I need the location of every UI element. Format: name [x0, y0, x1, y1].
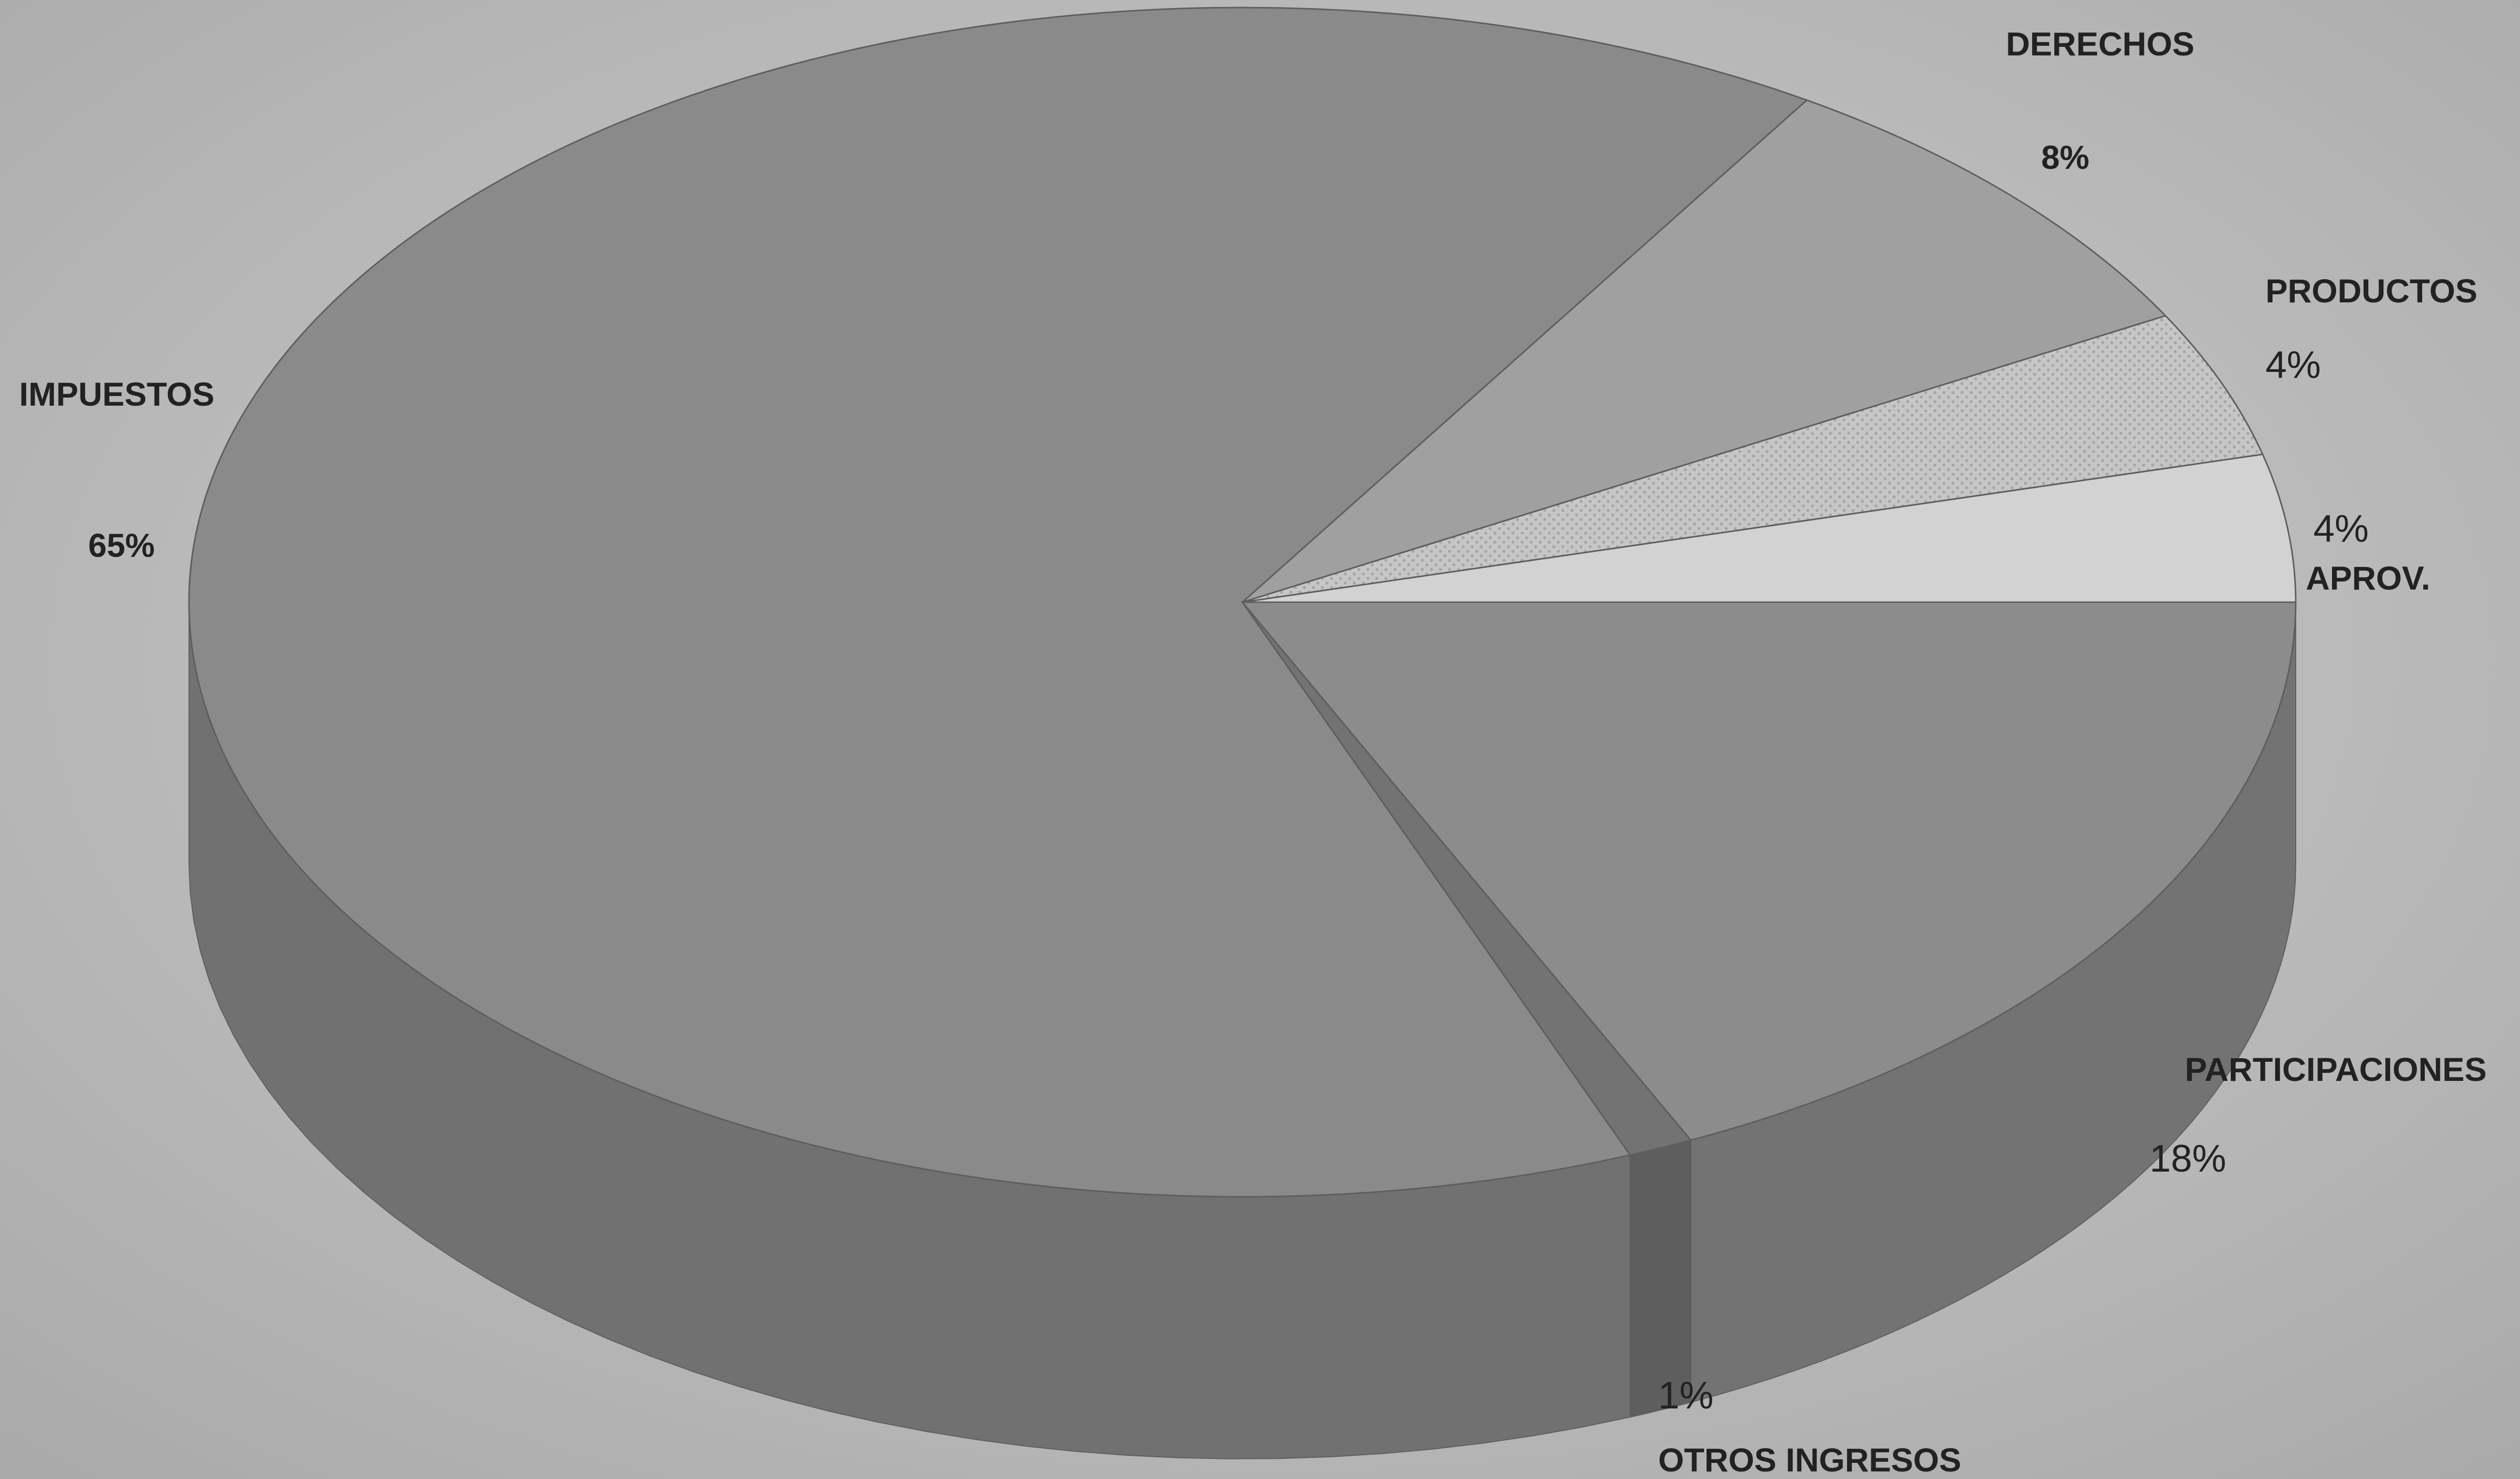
pct-productos: 4% — [2265, 344, 2321, 387]
pct-participaciones: 18% — [2150, 1137, 2226, 1180]
slice-derechos — [1242, 99, 2167, 603]
pie-side-walls — [188, 602, 2296, 1459]
slice-aprov — [1242, 453, 2297, 603]
slice-impuestos — [188, 7, 1808, 1198]
pie-slices — [188, 7, 2297, 1198]
label-impuestos: IMPUESTOS — [19, 375, 215, 413]
label-aprov: APROV. — [2306, 559, 2430, 597]
label-participaciones: PARTICIPACIONES — [2185, 1051, 2487, 1088]
pct-aprov: 4% — [2313, 507, 2369, 550]
label-otros-ingresos: OTROS INGRESOS — [1658, 1441, 1961, 1478]
slice-productos — [1242, 314, 2264, 603]
pct-derechos: 8% — [2041, 139, 2089, 176]
pct-impuestos: 65% — [88, 527, 155, 564]
label-productos: PRODUCTOS — [2265, 272, 2478, 309]
label-derechos: DERECHOS — [2006, 25, 2194, 62]
slice-participaciones — [1240, 601, 2297, 1141]
pct-otros-ingresos: 1% — [1658, 1374, 1714, 1417]
